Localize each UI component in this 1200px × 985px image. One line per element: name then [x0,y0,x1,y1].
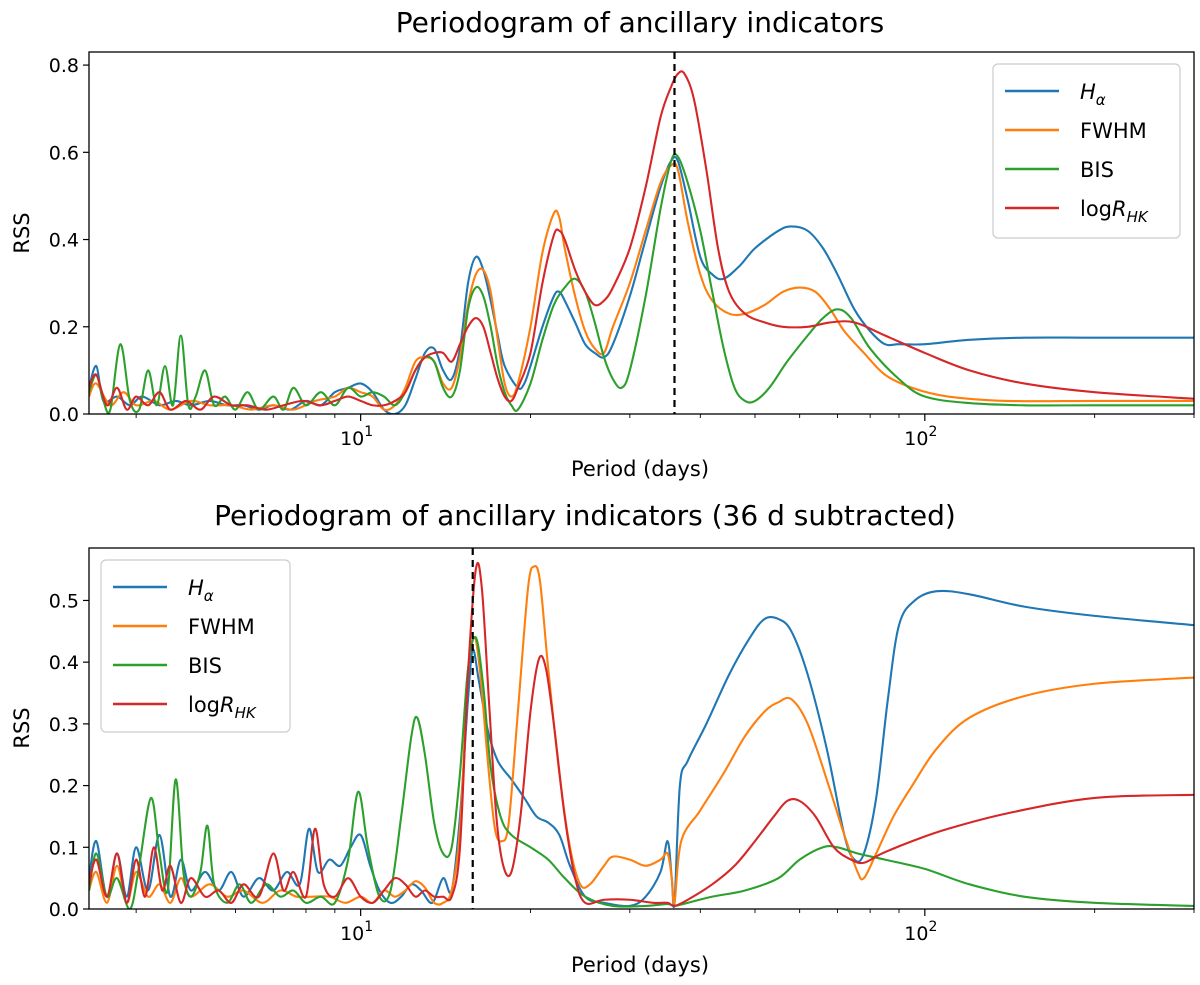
top-chart-title: Periodogram of ancillary indicators [396,6,885,39]
bottom-axes-frame [88,547,1195,910]
bottom-x-tick-label: 102 [904,919,937,945]
top-y-tick-label: 0.4 [49,230,79,252]
top-series-lines [89,70,1194,414]
bottom-y-tick-label: 0.1 [49,837,79,859]
bottom-y-axis-label: RSS [10,707,34,748]
top-legend-label-fwhm: FWHM [1080,119,1147,143]
top-axes-frame [88,51,1195,415]
top-series-logrhk [89,70,1194,411]
top-x-axis-label: Period (days) [571,457,709,481]
top-y-tick-label: 0.8 [49,55,79,77]
top-series-bis [89,153,1194,414]
bottom-y-tick-label: 0.0 [49,899,79,921]
bottom-y-tick-label: 0.5 [49,590,79,612]
bottom-series-fwhm [89,565,1194,906]
bottom-y-ticks: 0.0 0.1 0.2 0.3 0.4 0.5 [49,590,89,921]
top-x-tick-label: 101 [340,424,373,450]
top-y-ticks: 0.0 0.2 0.4 0.6 0.8 [49,55,89,426]
bottom-y-tick-label: 0.3 [49,714,79,736]
top-legend: Hα FWHM BIS logRHK [992,63,1181,239]
top-legend-label-halpha: Hα [1080,80,1106,109]
top-legend-label-logrhk: logRHK [1080,197,1149,226]
top-series-fwhm [89,162,1194,412]
top-y-axis-label: RSS [10,212,34,253]
bottom-series-lines [89,562,1194,909]
bottom-legend: Hα FWHM BIS logRHK [100,559,291,733]
top-y-tick-label: 0.2 [49,317,79,339]
bottom-legend-label-bis: BIS [188,654,222,678]
bottom-y-tick-label: 0.4 [49,652,79,674]
top-y-tick-label: 0.0 [49,404,79,426]
bottom-legend-box [100,559,291,733]
bottom-y-tick-label: 0.2 [49,776,79,798]
top-panel: Periodogram of ancillary indicators Peri… [10,6,1195,481]
bottom-x-axis-label: Period (days) [571,953,709,977]
bottom-legend-label-fwhm: FWHM [188,615,255,639]
bottom-chart-title: Periodogram of ancillary indicators (36 … [214,499,956,532]
bottom-minor-ticks [135,909,1195,913]
top-legend-label-bis: BIS [1080,158,1114,182]
top-legend-box [992,63,1181,239]
top-x-tick-label: 102 [904,424,937,450]
bottom-legend-label-halpha: Hα [188,576,214,605]
top-x-ticks: 101 102 [340,414,937,450]
bottom-legend-label-logrhk: logRHK [188,693,257,722]
bottom-x-tick-label: 101 [340,919,373,945]
bottom-panel: Periodogram of ancillary indicators (36 … [10,499,1195,977]
top-minor-ticks [135,414,1195,418]
bottom-series-logrhk [89,562,1194,907]
bottom-x-ticks: 101 102 [340,909,937,945]
top-y-tick-label: 0.6 [49,142,79,164]
